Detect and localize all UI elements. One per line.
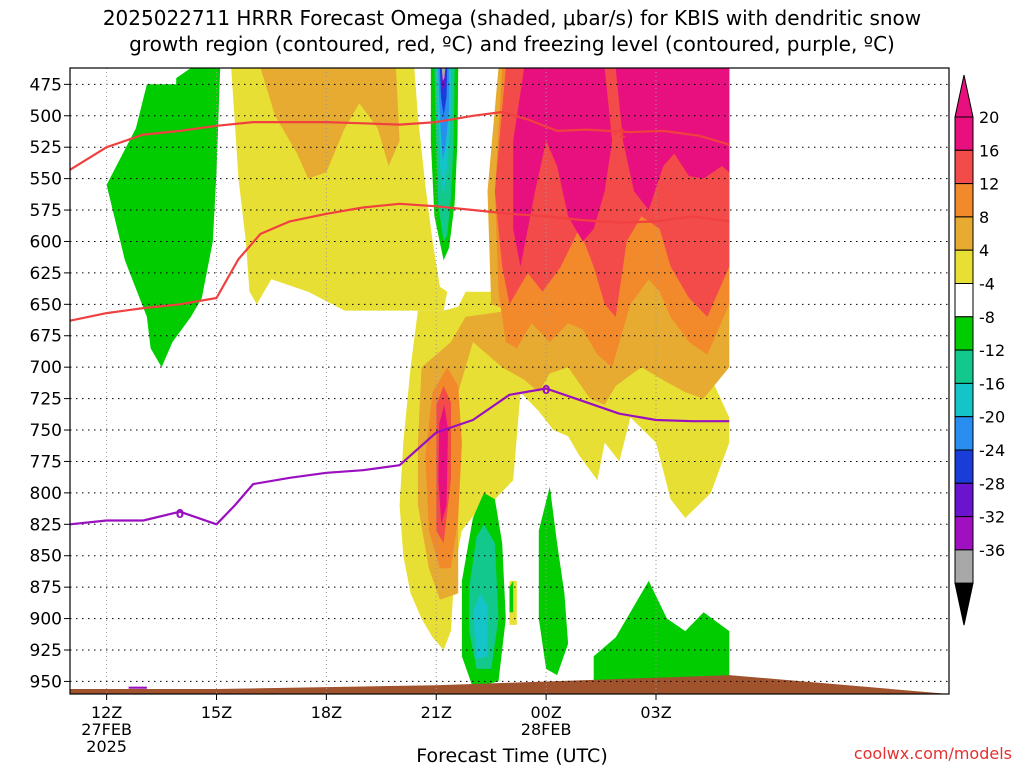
- title-line-1: 2025022711 HRRR Forecast Omega (shaded, …: [102, 6, 922, 30]
- colorbar-bin: [954, 449, 974, 484]
- colorbar-bin: [954, 516, 974, 551]
- contour-label: 0: [542, 383, 550, 397]
- colorbar-bin: [954, 316, 974, 351]
- shade-magenta-right-b: [615, 68, 730, 210]
- colorbar-bin: [954, 183, 974, 218]
- x-tick-label: 00Z: [530, 703, 561, 722]
- grid-lines: [70, 68, 949, 694]
- shade-green-west: [106, 68, 221, 368]
- site-credit: coolwx.com/models: [853, 744, 1012, 763]
- colorbar-label: 4: [979, 241, 989, 260]
- colorbar-label: 20: [979, 108, 999, 127]
- colorbar-label: -36: [979, 541, 1005, 560]
- y-tick-label: 775: [30, 452, 62, 472]
- x-tick-label: 28FEB: [521, 720, 572, 739]
- omega-shading: [106, 68, 730, 694]
- terrain: [70, 675, 949, 694]
- colorbar-bin: [954, 382, 974, 418]
- colorbar-bottom-arrow: [954, 582, 974, 626]
- y-tick-label: 700: [30, 358, 62, 378]
- x-tick-label: 15Z: [201, 703, 232, 722]
- colorbar-label: -28: [979, 474, 1005, 493]
- colorbar-label: -20: [979, 408, 1005, 427]
- axes: 475 500 525 550 575 600 625 650 675 700 725 750 775 8…: [30, 67, 950, 756]
- shade-green-lower-right-3: [593, 580, 730, 694]
- y-tick-label: 875: [30, 578, 62, 598]
- contour-label: 0: [176, 507, 184, 521]
- shade-speck-green: [509, 580, 514, 613]
- y-tick-label: 825: [30, 515, 62, 535]
- shade-magenta-low: [438, 404, 448, 525]
- colorbar-label: 12: [979, 175, 999, 194]
- y-tick-label: 525: [30, 138, 62, 158]
- colorbar-label: -32: [979, 508, 1005, 527]
- colorbar-bin: [954, 249, 974, 284]
- y-tick-label: 800: [30, 484, 62, 504]
- x-tick-label: 18Z: [311, 703, 342, 722]
- y-tick-label: 850: [30, 547, 62, 567]
- x-tick-label: 12Z: [91, 703, 122, 722]
- colorbar-label: -4: [979, 275, 995, 294]
- x-tick-label: 27FEB: [81, 720, 132, 739]
- plot-frame: [69, 67, 950, 695]
- y-tick-label: 925: [30, 641, 62, 661]
- title-line-2: growth region (contoured, red, ºC) and f…: [129, 32, 895, 56]
- y-tick-label: 950: [30, 672, 62, 692]
- x-tick-label: 03Z: [640, 703, 671, 722]
- y-tick-label: 900: [30, 610, 62, 630]
- y-tick-label: 650: [30, 295, 62, 315]
- colorbar-bin: [954, 283, 974, 318]
- x-axis-label: Forecast Time (UTC): [416, 745, 608, 767]
- colorbar-label: -12: [979, 341, 1005, 360]
- colorbar-bin: [954, 349, 974, 384]
- colorbar-bin: [954, 416, 974, 451]
- colorbar-bin: [954, 549, 974, 584]
- y-tick-label: 625: [30, 264, 62, 284]
- colorbar-bin: [954, 216, 974, 251]
- y-tick-label: 500: [30, 107, 62, 127]
- colorbar-label: -24: [979, 441, 1005, 460]
- shade-magenta-right-a: [513, 68, 613, 267]
- y-tick-label: 575: [30, 201, 62, 221]
- y-tick-label: 750: [30, 421, 62, 441]
- colorbar-top-arrow: [954, 74, 974, 118]
- x-tick-label: 2025: [86, 737, 127, 756]
- colorbar-bin: [954, 149, 974, 185]
- shade-cyan-lower-1: [472, 593, 488, 659]
- contours: 0 0 -1: [70, 110, 730, 689]
- shade-yellow-lower: [399, 291, 730, 650]
- contour-dendritic_minus_12: [70, 110, 730, 171]
- y-tick-label: 675: [30, 327, 62, 347]
- y-tick-label: 725: [30, 390, 62, 410]
- y-tick-label: 475: [30, 75, 62, 95]
- y-tick-label: 600: [30, 232, 62, 252]
- colorbar-label: -16: [979, 374, 1005, 393]
- contour-dendritic_minus_18: [70, 202, 730, 322]
- colorbar-label: 8: [979, 208, 989, 227]
- contour-freezing_level_0: [70, 387, 730, 526]
- shade-green-lower-right-2: [538, 486, 569, 676]
- colorbar-label: -8: [979, 308, 995, 327]
- colorbar: 20 16 12 8 4 -4 -8 -12 -16 -20 -24 -28 -32 -36: [954, 74, 1005, 626]
- y-tick-label: 550: [30, 170, 62, 190]
- terrain-fill: [70, 675, 949, 694]
- shade-gray-upper-middle: [441, 68, 446, 81]
- colorbar-bin: [954, 482, 974, 518]
- colorbar-bin: [954, 116, 974, 151]
- contour-label: -1: [613, 126, 626, 140]
- colorbar-label: 16: [979, 141, 999, 160]
- x-tick-label: 21Z: [421, 703, 452, 722]
